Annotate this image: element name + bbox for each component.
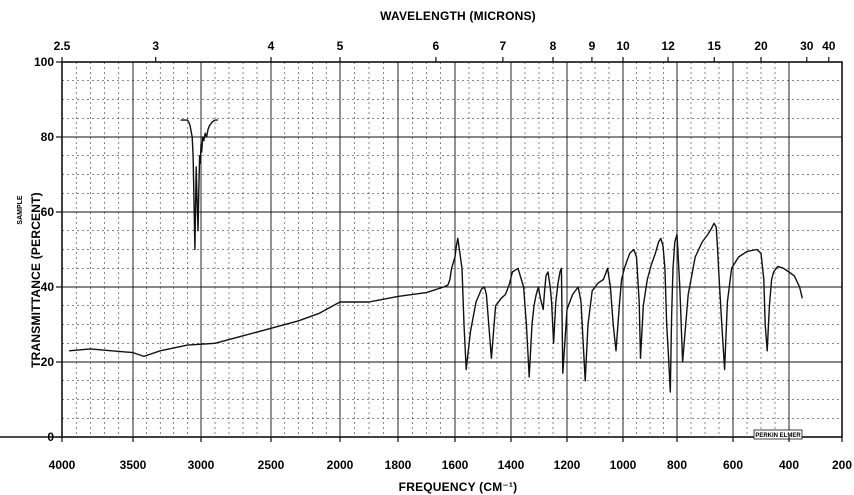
x-tick-label: 200 <box>832 458 852 472</box>
wavelength-tick-label: 15 <box>708 39 722 53</box>
minor-grid <box>62 62 842 437</box>
wavelength-tick-label: 5 <box>337 39 344 53</box>
x-tick-label: 600 <box>723 458 743 472</box>
wavelength-tick-label: 10 <box>616 39 630 53</box>
x-tick-label: 2500 <box>258 458 285 472</box>
wavelength-tick-label: 12 <box>661 39 675 53</box>
frequency-axis-title: FREQUENCY (CM⁻¹) <box>399 480 518 494</box>
x-tick-label: 1200 <box>554 458 581 472</box>
y-tick-label: 0 <box>47 430 54 444</box>
x-tick-label: 3500 <box>120 458 147 472</box>
x-tick-label: 4000 <box>49 458 76 472</box>
x-tick-label: 1800 <box>385 458 412 472</box>
x-tick-label: 400 <box>779 458 799 472</box>
wavelength-tick-label: 20 <box>754 39 768 53</box>
frequency-axis-ticks: 4000 3500 3000 2500 2000 1800 1600 1400 1200 1000… <box>49 437 853 472</box>
wavelength-tick-label: 3 <box>152 39 159 53</box>
y-tick-label: 60 <box>41 205 55 219</box>
x-tick-label: 1000 <box>610 458 637 472</box>
wavelength-tick-label: 6 <box>433 39 440 53</box>
y-tick-label: 100 <box>34 55 54 69</box>
spectrum-trace <box>69 223 802 392</box>
y-tick-label: 40 <box>41 280 55 294</box>
y-tick-label: 20 <box>41 355 55 369</box>
x-tick-label: 1400 <box>498 458 525 472</box>
wavelength-tick-label: 8 <box>550 39 557 53</box>
y-tick-label: 80 <box>41 130 55 144</box>
wavelength-axis-title: WAVELENGTH (MICRONS) <box>380 9 536 23</box>
wavelength-tick-label: 4 <box>268 39 275 53</box>
wavelength-tick-label: 40 <box>822 39 836 53</box>
spectrum-trace <box>181 120 218 249</box>
x-tick-label: 800 <box>667 458 687 472</box>
sample-label: SAMPLE <box>17 195 24 225</box>
brand-label: PERKIN ELMER <box>755 433 801 439</box>
x-tick-label: 1600 <box>442 458 469 472</box>
wavelength-tick-label: 2.5 <box>54 39 71 53</box>
wavelength-tick-label: 7 <box>500 39 507 53</box>
wavelength-axis-ticks: 2.5 3 4 5 6 7 8 9 10 12 15 20 30 40 <box>54 39 836 62</box>
wavelength-tick-label: 30 <box>800 39 814 53</box>
x-tick-label: 3000 <box>188 458 215 472</box>
spectrum-series <box>69 120 802 392</box>
wavelength-tick-label: 9 <box>589 39 596 53</box>
x-tick-label: 2000 <box>327 458 354 472</box>
